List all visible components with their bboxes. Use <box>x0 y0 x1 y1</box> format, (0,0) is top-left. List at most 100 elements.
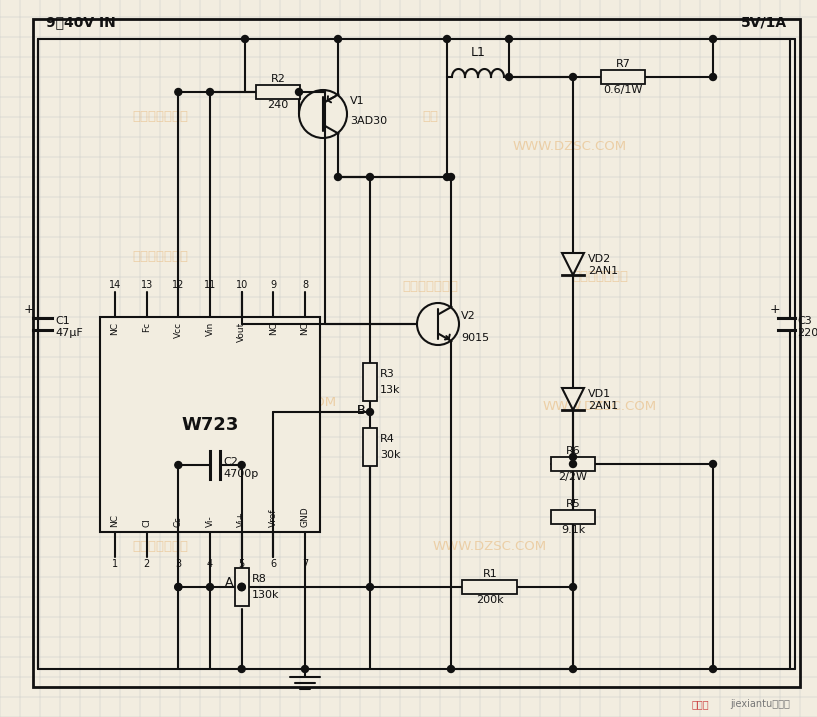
Circle shape <box>709 460 717 467</box>
Text: 维库电子市场网: 维库电子市场网 <box>572 270 628 283</box>
Text: 13k: 13k <box>380 384 400 394</box>
Circle shape <box>367 584 373 591</box>
Text: NC: NC <box>269 322 278 335</box>
Text: WWW.DZSC.COM: WWW.DZSC.COM <box>223 396 337 409</box>
Bar <box>256 85 300 99</box>
Text: Vi-: Vi- <box>206 516 215 527</box>
Text: 200k: 200k <box>476 595 504 605</box>
Text: R8: R8 <box>252 574 266 584</box>
Text: B: B <box>356 404 365 417</box>
Bar <box>363 363 377 401</box>
Text: V2: V2 <box>461 311 475 321</box>
Circle shape <box>299 90 347 138</box>
Text: 9.1k: 9.1k <box>561 525 585 535</box>
Text: 14: 14 <box>109 280 121 290</box>
Text: L1: L1 <box>471 46 485 59</box>
Text: 1: 1 <box>112 559 118 569</box>
Text: 7: 7 <box>301 559 308 569</box>
Circle shape <box>569 460 577 467</box>
Polygon shape <box>562 388 584 410</box>
Text: 2AN1: 2AN1 <box>588 401 618 411</box>
Text: 维库电子市场网: 维库电子市场网 <box>132 110 188 123</box>
Bar <box>551 457 595 471</box>
Text: R4: R4 <box>380 435 395 445</box>
Text: 插线图: 插线图 <box>691 699 709 709</box>
Text: Vi+: Vi+ <box>237 511 246 527</box>
Circle shape <box>334 174 342 181</box>
Circle shape <box>367 174 373 181</box>
Text: 3AD30: 3AD30 <box>350 116 387 126</box>
Text: 240: 240 <box>267 100 288 110</box>
Bar <box>601 70 645 84</box>
Circle shape <box>569 584 577 591</box>
Text: 维库电子市场网: 维库电子市场网 <box>402 280 458 293</box>
Circle shape <box>444 174 450 181</box>
Text: Vcc: Vcc <box>174 322 183 338</box>
Text: NC: NC <box>110 514 119 527</box>
Circle shape <box>709 36 717 42</box>
Circle shape <box>709 74 717 80</box>
Polygon shape <box>562 253 584 275</box>
Circle shape <box>506 36 512 42</box>
Circle shape <box>175 584 182 591</box>
Text: Vin: Vin <box>206 322 215 336</box>
Text: 维库: 维库 <box>422 110 438 123</box>
Text: NC: NC <box>301 322 310 335</box>
Bar <box>100 317 320 532</box>
Text: B: B <box>356 404 365 417</box>
Text: Fc: Fc <box>142 322 151 332</box>
Text: 47μF: 47μF <box>55 328 83 338</box>
Text: 30k: 30k <box>380 450 400 460</box>
Text: jiexiantu电路图: jiexiantu电路图 <box>730 699 790 709</box>
Bar <box>363 428 377 466</box>
Text: Cs: Cs <box>174 516 183 527</box>
Text: 9015: 9015 <box>461 333 489 343</box>
Text: 维库电子市场网: 维库电子市场网 <box>132 250 188 264</box>
Text: Vref: Vref <box>269 508 278 527</box>
Circle shape <box>444 36 450 42</box>
Text: A: A <box>225 576 234 589</box>
Circle shape <box>569 453 577 460</box>
Text: 9～40V IN: 9～40V IN <box>46 15 116 29</box>
Circle shape <box>175 584 182 591</box>
Circle shape <box>239 584 245 591</box>
Text: R6: R6 <box>565 446 580 456</box>
Circle shape <box>239 462 245 468</box>
Text: V1: V1 <box>350 96 364 106</box>
Text: +: + <box>770 303 780 316</box>
Text: 130k: 130k <box>252 589 279 599</box>
Text: WWW.DZSC.COM: WWW.DZSC.COM <box>433 541 547 554</box>
Circle shape <box>569 74 577 80</box>
Circle shape <box>448 174 454 181</box>
Text: 4: 4 <box>207 559 213 569</box>
Text: +: + <box>24 303 34 316</box>
Text: WWW.DZSC.COM: WWW.DZSC.COM <box>543 401 657 414</box>
Text: 5V/1A: 5V/1A <box>741 15 787 29</box>
Circle shape <box>709 665 717 673</box>
Text: R3: R3 <box>380 369 395 379</box>
Circle shape <box>239 665 245 673</box>
Circle shape <box>506 74 512 80</box>
Text: 12: 12 <box>172 280 185 290</box>
Text: 2: 2 <box>144 559 150 569</box>
Bar <box>234 568 248 606</box>
Circle shape <box>239 584 245 591</box>
Text: VD1: VD1 <box>588 389 611 399</box>
Text: 9: 9 <box>270 280 276 290</box>
Text: Vout: Vout <box>237 322 246 342</box>
Circle shape <box>334 36 342 42</box>
Circle shape <box>207 584 213 591</box>
Text: 11: 11 <box>204 280 217 290</box>
Bar <box>551 510 595 524</box>
Text: 4700p: 4700p <box>223 469 258 479</box>
Text: GND: GND <box>301 506 310 527</box>
Circle shape <box>175 88 182 95</box>
Text: CI: CI <box>142 518 151 527</box>
Text: R1: R1 <box>483 569 498 579</box>
Circle shape <box>175 462 182 468</box>
Text: 8: 8 <box>302 280 308 290</box>
Text: 13: 13 <box>141 280 153 290</box>
Circle shape <box>367 409 373 415</box>
Text: 6: 6 <box>270 559 276 569</box>
Text: 3: 3 <box>176 559 181 569</box>
